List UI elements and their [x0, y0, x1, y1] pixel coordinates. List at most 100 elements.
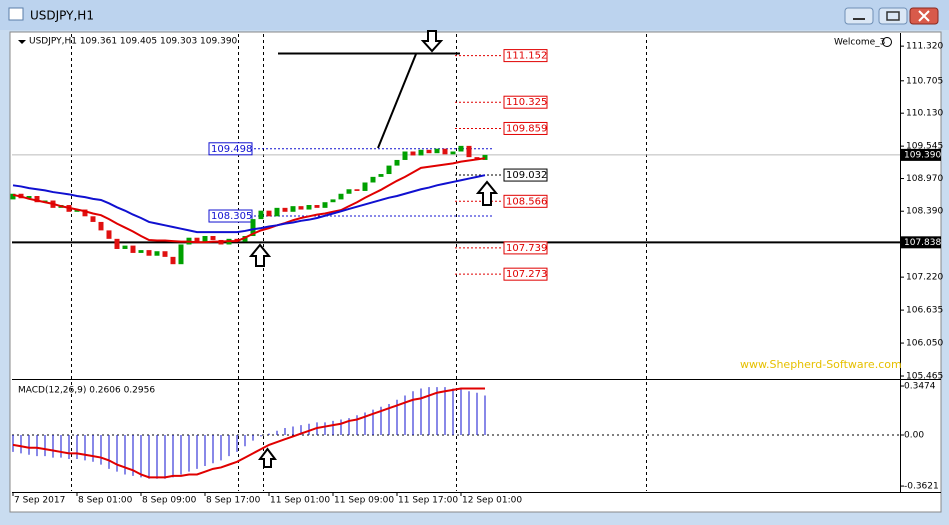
x-tick-label: 8 Sep 09:00 — [142, 496, 197, 506]
candle — [362, 182, 368, 191]
candle — [466, 145, 472, 158]
candle — [482, 154, 488, 160]
account-label: Welcome_3 — [834, 38, 885, 48]
candle — [82, 209, 88, 217]
candle — [386, 165, 392, 175]
range-label: 108.305 — [211, 211, 252, 222]
macd-header: MACD(12,26,9) 0.2606 0.2956 — [18, 386, 155, 396]
x-tick-label: 11 Sep 09:00 — [334, 496, 394, 506]
signal-line — [12, 387, 485, 479]
candle — [146, 250, 152, 256]
y-tick-label: 108.390 — [906, 207, 943, 217]
level-label: 107.273 — [506, 269, 547, 280]
candle — [274, 207, 280, 217]
x-tick-label: 11 Sep 17:00 — [398, 496, 458, 506]
candle — [354, 189, 360, 191]
candle — [282, 207, 288, 212]
candle — [402, 151, 408, 160]
level-label: 109.032 — [506, 170, 547, 181]
candle — [250, 219, 256, 237]
y-tick-label: 105.465 — [906, 372, 943, 382]
bid-label-box — [901, 148, 941, 161]
candle — [346, 189, 352, 194]
arrow-down — [420, 30, 444, 53]
candle — [330, 199, 336, 203]
candle — [210, 236, 216, 240]
level-label: 111.152 — [506, 51, 547, 62]
candle — [114, 238, 120, 249]
x-tick-label: 12 Sep 01:00 — [462, 496, 522, 506]
candle — [10, 193, 16, 200]
candle — [122, 245, 128, 249]
candle — [410, 151, 416, 156]
candle — [442, 148, 448, 155]
candle — [202, 236, 208, 242]
range-label: 109.498 — [211, 144, 252, 155]
y-tick-label: 109.545 — [906, 142, 943, 152]
y-tick-label: 107.220 — [906, 273, 943, 283]
candle — [26, 196, 32, 199]
candle — [298, 206, 304, 210]
level-label-box — [503, 194, 548, 208]
window-title: USDJPY,H1 — [30, 9, 94, 23]
y-tick-label: 106.635 — [906, 306, 943, 316]
y-tick-label: 0.3474 — [904, 382, 936, 392]
arrow-up — [475, 180, 499, 206]
arrows — [248, 30, 499, 468]
candle — [314, 205, 320, 208]
bid-label: 109.390 — [904, 150, 941, 160]
candle — [90, 216, 96, 222]
level-label-box — [503, 267, 548, 281]
candle — [34, 196, 40, 203]
candle — [170, 256, 176, 265]
chart-area — [9, 31, 942, 513]
range-label-box — [208, 142, 253, 156]
x-tick-label: 8 Sep 01:00 — [78, 496, 133, 506]
level-label-box — [503, 121, 548, 135]
candle — [178, 244, 184, 265]
candle — [306, 205, 312, 210]
candle — [418, 149, 424, 156]
level-label: 107.739 — [506, 243, 547, 254]
level-label-box — [503, 49, 548, 63]
candle — [426, 149, 432, 154]
candle — [338, 193, 344, 200]
candle — [290, 206, 296, 212]
restore-glyph — [886, 11, 900, 21]
candle — [138, 250, 144, 253]
title-bar — [0, 0, 949, 30]
level-label: 108.566 — [506, 196, 547, 207]
candle — [370, 176, 376, 183]
y-tick-label: 110.705 — [906, 76, 943, 86]
hline-label-box — [901, 236, 941, 249]
candle — [394, 159, 400, 166]
candle — [130, 245, 136, 253]
level-label-box — [503, 241, 548, 255]
level-label-box — [503, 168, 548, 182]
chart-header: USDJPY,H1 109.361 109.405 109.303 109.39… — [29, 37, 238, 47]
level-label-box — [503, 95, 548, 109]
candle — [194, 237, 200, 242]
level-label: 109.859 — [506, 123, 547, 134]
candle — [162, 251, 168, 257]
candle — [434, 148, 440, 154]
trend-line — [377, 53, 417, 149]
arrow-up — [248, 243, 272, 267]
y-tick-label: 111.320 — [906, 42, 943, 52]
x-tick-label: 11 Sep 01:00 — [270, 496, 330, 506]
window-icon — [8, 7, 24, 21]
candle — [242, 236, 248, 242]
minimize-button[interactable] — [844, 7, 874, 25]
restore-button[interactable] — [878, 7, 908, 25]
candle — [458, 145, 464, 152]
y-tick-label: 110.130 — [906, 109, 943, 119]
y-tick-label: -0.3621 — [904, 482, 939, 492]
candle — [74, 209, 80, 212]
candle — [98, 221, 104, 231]
candle — [322, 202, 328, 208]
dropdown-glyph — [18, 40, 26, 44]
x-tick-label: 7 Sep 2017 — [14, 496, 65, 506]
x-tick-label: 8 Sep 17:00 — [206, 496, 261, 506]
close-glyph — [918, 10, 930, 22]
